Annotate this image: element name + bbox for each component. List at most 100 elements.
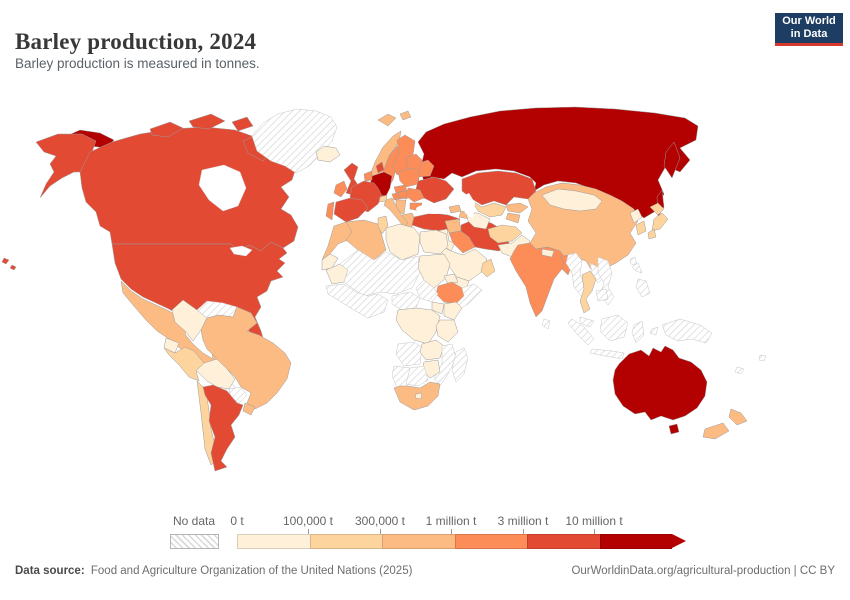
country-uzbekistan[interactable] [471,200,507,218]
country-tunisia[interactable] [377,215,389,235]
country-afghanistan[interactable] [487,224,523,244]
country-thailand[interactable] [579,270,597,314]
credit-link[interactable]: OurWorldinData.org/agricultural-producti… [571,565,835,577]
country-pacific-island[interactable] [734,366,745,375]
country-eritrea[interactable] [443,273,459,285]
legend-tick [451,529,452,534]
country-sulawesi[interactable] [631,320,645,344]
country-new-zealand[interactable] [702,422,730,440]
country-somalia[interactable] [455,283,483,311]
country-russia[interactable] [417,106,699,219]
country-philippines[interactable] [635,278,651,298]
country-new-zealand[interactable] [728,408,748,426]
country-india[interactable] [509,242,567,318]
no-data-swatch[interactable] [170,534,219,549]
country-mozambique[interactable] [433,343,457,387]
country-bolivia[interactable] [195,358,236,390]
country-cambodia[interactable] [595,288,609,302]
country-oman[interactable] [480,258,496,278]
logo-line1: Our World [782,15,836,27]
country-lesotho[interactable] [414,392,423,400]
country-tanzania[interactable] [435,319,459,343]
country-drc[interactable] [395,307,441,345]
country-greenland[interactable] [251,108,338,174]
legend-color-segment[interactable] [237,534,310,549]
legend-tick [594,529,595,534]
country-central-africa[interactable] [391,291,421,311]
country-taiwan[interactable] [629,256,638,266]
country-sumatra[interactable] [567,318,595,346]
country-hawaii[interactable] [1,257,10,265]
country-hawaii[interactable] [9,264,17,271]
chart-subtitle: Barley production is measured in tonnes. [15,56,260,71]
legend-color-segment[interactable] [454,534,527,549]
country-svalbard[interactable] [399,110,412,121]
country-malaysia[interactable] [579,316,595,328]
country-west-africa[interactable] [325,283,389,319]
country-canada-island[interactable] [188,113,226,130]
country-portugal[interactable] [325,201,335,221]
country-nepal[interactable] [541,248,555,258]
country-iceland[interactable] [315,145,341,163]
country-japan[interactable] [651,212,669,232]
country-tajikistan[interactable] [505,212,521,224]
country-canada[interactable] [79,126,299,252]
legend-color-segment[interactable] [527,534,600,549]
country-kazakhstan[interactable] [461,170,537,206]
country-spain[interactable] [333,197,369,223]
country-zambia[interactable] [419,339,445,361]
country-angola[interactable] [395,341,423,367]
country-western-sahara[interactable] [321,253,339,271]
country-canada-island[interactable] [231,116,254,132]
country-japan[interactable] [649,202,665,216]
legend-color-segment[interactable] [382,534,455,549]
country-philippines[interactable] [631,262,643,274]
country-south-korea[interactable] [635,220,647,236]
country-georgia[interactable] [448,204,462,214]
country-pacific-island[interactable] [758,354,767,362]
country-algeria[interactable] [345,219,387,261]
country-egypt[interactable] [419,229,449,255]
country-sri-lanka[interactable] [541,318,551,330]
legend-no-data-label: No data [172,514,216,528]
country-uganda[interactable] [431,301,445,315]
country-libya[interactable] [385,223,421,261]
country-poland[interactable] [397,167,421,188]
country-italy[interactable] [383,197,409,228]
country-ireland[interactable] [333,180,348,198]
country-uruguay[interactable] [242,402,256,416]
legend-tick [523,529,524,534]
legend-tick-label: 3 million t [497,514,549,528]
data-source-label: Data source: [15,565,85,577]
country-canada-island[interactable] [149,121,184,138]
country-russia-kamchatka[interactable] [663,141,681,179]
legend-color-segment[interactable] [309,534,382,549]
country-sudan[interactable] [417,253,451,289]
country-kyrgyzstan[interactable] [505,202,529,214]
country-argentina[interactable] [202,384,244,472]
country-benelux[interactable] [363,170,373,182]
country-denmark[interactable] [375,161,385,174]
country-borneo[interactable] [599,314,629,342]
country-japan[interactable] [647,228,657,240]
country-moluccas[interactable] [649,326,659,336]
country-kenya[interactable] [443,301,463,321]
country-laos[interactable] [589,262,605,284]
country-usa[interactable] [111,241,288,350]
country-java[interactable] [589,348,625,360]
country-new-guinea[interactable] [661,318,713,344]
country-svalbard[interactable] [377,113,397,127]
owid-logo[interactable]: Our World in Data [775,13,843,46]
country-madagascar[interactable] [451,347,469,383]
country-mongolia[interactable] [541,188,603,212]
country-sahel[interactable] [339,249,421,297]
country-romania[interactable] [405,187,425,203]
country-tasmania[interactable] [668,423,680,435]
legend-color-segment[interactable] [599,534,672,549]
country-north-korea[interactable] [629,208,643,224]
legend-color-bar[interactable] [237,534,686,549]
country-hungary[interactable] [397,190,410,200]
country-botswana[interactable] [405,365,429,387]
country-australia[interactable] [612,345,708,421]
